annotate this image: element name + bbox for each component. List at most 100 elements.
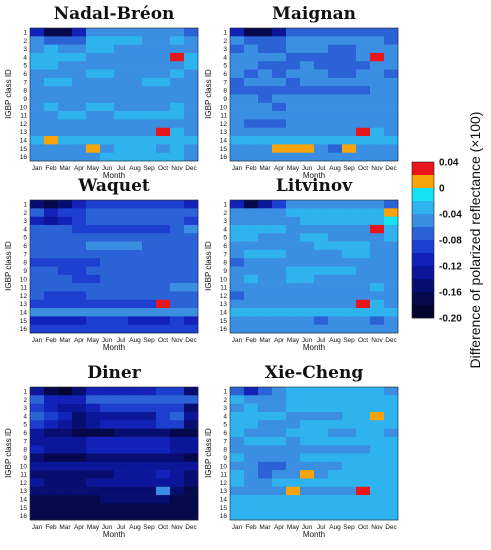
heatmap-cell [230, 420, 245, 429]
heatmap-cell [142, 119, 157, 129]
heatmap-cell [44, 411, 59, 421]
heatmap-cell [156, 411, 171, 421]
heatmap-cell [156, 403, 171, 413]
heatmap-cell [142, 249, 157, 259]
heatmap-cell [72, 403, 87, 413]
heatmap-cell [100, 387, 115, 396]
heatmap-cell [300, 102, 315, 112]
heatmap-cell [230, 152, 245, 162]
heatmap-cell [184, 208, 199, 217]
heatmap-cell [230, 461, 245, 471]
y-tick-label: 1 [23, 29, 27, 36]
y-tick-label: 11 [220, 472, 227, 479]
heatmap-cell [44, 308, 59, 317]
heatmap-cell [370, 224, 385, 234]
heatmap-cell [184, 324, 199, 334]
heatmap-cell [170, 52, 185, 62]
heatmap-cell [300, 86, 315, 95]
heatmap-cell [142, 274, 157, 284]
heatmap-cell [356, 249, 371, 259]
heatmap-cell [100, 111, 115, 120]
y-tick-label: 2 [223, 210, 227, 217]
heatmap-cell [86, 495, 101, 504]
heatmap-cell [58, 274, 73, 284]
heatmap-cell [384, 216, 399, 226]
heatmap-cell [142, 478, 157, 488]
heatmap-cell [300, 44, 315, 54]
heatmap-cell [156, 200, 171, 209]
heatmap-cell [58, 249, 73, 259]
heatmap-cell [314, 52, 329, 62]
x-tick-label: Jul [317, 165, 326, 172]
heatmap-cell [314, 258, 329, 267]
heatmap-cell [370, 420, 385, 429]
heatmap-cell [156, 94, 171, 104]
heatmap-cell [44, 420, 59, 429]
heatmap-cell [272, 495, 287, 504]
heatmap-cell [86, 274, 101, 284]
heatmap-cell [128, 61, 143, 70]
heatmap-cell [156, 216, 171, 226]
heatmap-cell [156, 152, 171, 162]
y-tick-label: 1 [223, 201, 227, 208]
heatmap-cell [170, 69, 185, 79]
heatmap-cell [328, 36, 343, 45]
y-tick-label: 14 [20, 138, 28, 145]
heatmap-cell [128, 94, 143, 104]
heatmap-cell [356, 258, 371, 267]
heatmap-cell [128, 486, 143, 496]
heatmap-cell [44, 461, 59, 471]
heatmap-cell [100, 299, 115, 309]
heatmap-cell [370, 428, 385, 438]
heatmap-cell [170, 445, 185, 454]
heatmap-cell [356, 36, 371, 45]
plot-frame [29, 27, 199, 162]
heatmap-cell [384, 69, 399, 79]
heatmap-cell [356, 77, 371, 87]
heatmap-cell [72, 52, 87, 62]
heatmap-cell [258, 420, 273, 429]
y-tick-label: 15 [220, 146, 228, 153]
y-tick-label: 7 [23, 79, 27, 86]
colorbar-bin [412, 162, 434, 176]
heatmap-cell [258, 216, 273, 226]
heatmap-cell [230, 428, 245, 438]
heatmap-cell [100, 511, 115, 521]
heatmap-cell [100, 241, 115, 251]
heatmap-cell [142, 428, 157, 438]
heatmap-cell [244, 387, 259, 396]
heatmap-cell [128, 52, 143, 62]
heatmap-cell [86, 411, 101, 421]
heatmap-cell [356, 283, 371, 292]
heatmap-cell [58, 316, 73, 325]
heatmap-cell [72, 299, 87, 309]
heatmap-cell [114, 216, 129, 226]
heatmap-cell [230, 144, 245, 153]
heatmap-cell [328, 102, 343, 112]
y-tick-label: 10 [220, 104, 228, 111]
heatmap-cell [44, 36, 59, 45]
heatmap-cell [156, 495, 171, 504]
heatmap-cell [244, 478, 259, 488]
y-tick-label: 4 [223, 413, 227, 420]
heatmap-cell [86, 61, 101, 70]
y-tick-label: 14 [220, 497, 228, 504]
heatmap-cell [58, 486, 73, 496]
heatmap-cell [314, 61, 329, 70]
y-tick-label: 5 [23, 63, 27, 70]
heatmap-cell [184, 52, 199, 62]
heatmap-cell [286, 266, 301, 276]
heatmap-cell [30, 61, 45, 70]
heatmap-cell [370, 511, 385, 521]
x-tick-label: Aug [329, 165, 341, 172]
x-tick-label: May [287, 524, 300, 531]
heatmap-cell [72, 36, 87, 45]
heatmap-cell [314, 241, 329, 251]
heatmap-cell [72, 61, 87, 70]
heatmap-cell [156, 86, 171, 95]
heatmap-cell [230, 445, 245, 454]
heatmap-cell [72, 308, 87, 317]
heatmap-cell [114, 436, 129, 446]
